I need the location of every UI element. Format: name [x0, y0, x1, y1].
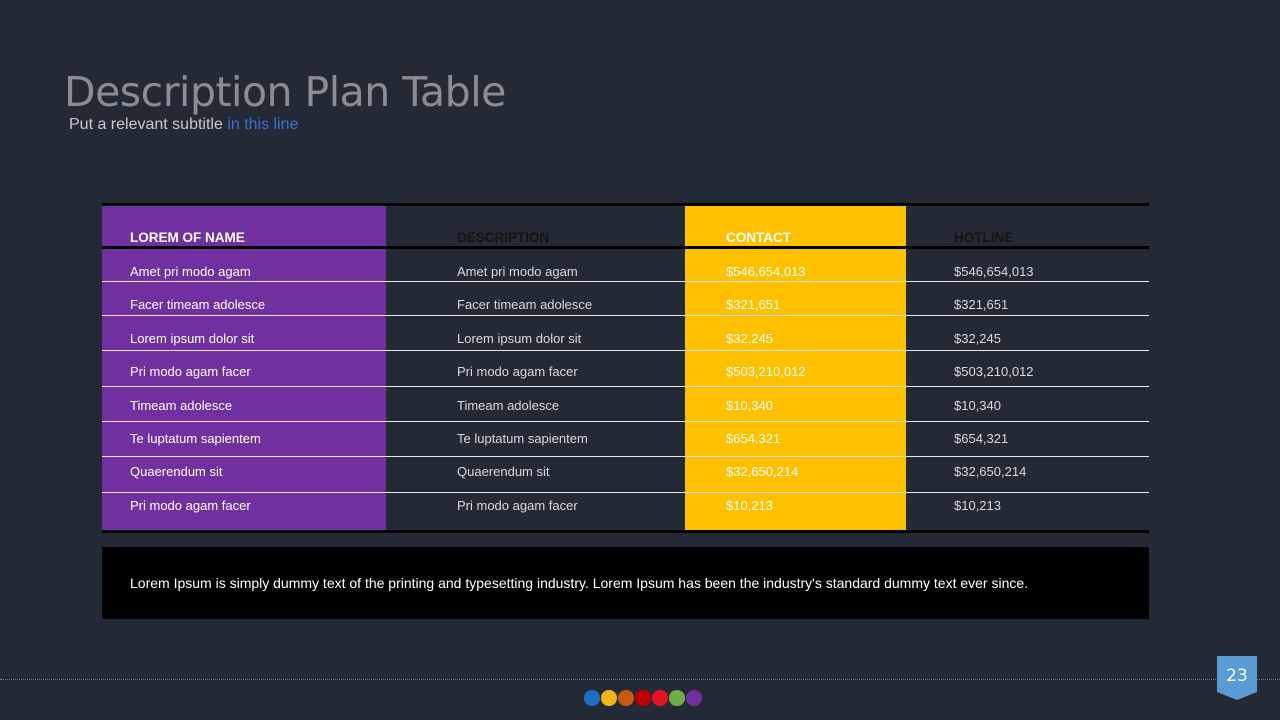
table-row-divider [102, 386, 1149, 387]
table-row-divider [102, 315, 1149, 316]
table-cell-name: Facer timeam adolesce [130, 297, 266, 312]
color-dot [686, 690, 702, 706]
table-cell-contact: $32,245 [726, 331, 773, 346]
table-cell-description: Facer timeam adolesce [457, 297, 593, 312]
table-cell-hotline: $10,340 [954, 398, 1001, 413]
table-cell-hotline: $32,650,214 [954, 464, 1027, 479]
table-cell-hotline: $321,651 [954, 297, 1009, 312]
table-cell-contact: $32,650,214 [726, 464, 799, 479]
slide-title: Description Plan Table [64, 68, 506, 116]
table-cell-name: Amet pri modo agam [130, 264, 251, 279]
color-dots [584, 690, 702, 706]
table-cell-hotline: $10,213 [954, 498, 1001, 513]
color-dot [601, 690, 617, 706]
table-cell-hotline: $546,654,013 [954, 264, 1034, 279]
note-box: Lorem Ipsum is simply dummy text of the … [102, 547, 1149, 619]
color-dot [584, 690, 600, 706]
page-number-badge: 23 [1217, 656, 1257, 700]
table-cell-contact: $546,654,013 [726, 264, 806, 279]
table-cell-contact: $503,210,012 [726, 364, 806, 379]
page-number: 23 [1226, 666, 1248, 686]
table-cell-description: Timeam adolesce [457, 398, 560, 413]
subtitle-accent-text: in this line [227, 116, 299, 133]
table-cell-name: Pri modo agam facer [130, 364, 251, 379]
name-column-background [102, 205, 386, 532]
table-cell-description: Pri modo agam facer [457, 498, 578, 513]
header-description: DESCRIPTION [457, 230, 550, 245]
color-dot [635, 690, 651, 706]
header-lorem-of-name: LOREM OF NAME [130, 230, 245, 245]
badge-shape-icon [1217, 656, 1257, 700]
table-header-rule [102, 246, 1149, 249]
table-cell-description: Lorem ipsum dolor sit [457, 331, 582, 346]
color-dot [669, 690, 685, 706]
table-cell-description: Te luptatum sapientem [457, 431, 588, 446]
table-bottom-rule [102, 530, 1149, 533]
table-cell-description: Quaerendum sit [457, 464, 550, 479]
color-dot [652, 690, 668, 706]
note-text: Lorem Ipsum is simply dummy text of the … [130, 575, 1029, 591]
contact-column-background [685, 205, 906, 532]
subtitle-text: Put a relevant subtitle [69, 116, 228, 133]
table-cell-hotline: $503,210,012 [954, 364, 1034, 379]
table-row-divider [102, 456, 1149, 457]
table-cell-hotline: $654,321 [954, 431, 1009, 446]
table-cell-contact: $321,651 [726, 297, 781, 312]
table-row-divider [102, 350, 1149, 351]
table-row-divider [102, 492, 1149, 493]
table-row-divider [102, 421, 1149, 422]
slide-subtitle: Put a relevant subtitle in this line [69, 116, 298, 134]
table-top-rule [102, 203, 1149, 206]
color-dot [618, 690, 634, 706]
table-cell-name: Lorem ipsum dolor sit [130, 331, 255, 346]
footer-divider [0, 679, 1280, 680]
table-cell-hotline: $32,245 [954, 331, 1001, 346]
table-cell-contact: $10,213 [726, 498, 773, 513]
table-cell-contact: $10,340 [726, 398, 773, 413]
header-contact: CONTACT [726, 230, 791, 245]
table-cell-name: Quaerendum sit [130, 464, 223, 479]
table-cell-name: Te luptatum sapientem [130, 431, 261, 446]
table-cell-name: Timeam adolesce [130, 398, 233, 413]
table-row-divider [102, 281, 1149, 282]
plan-table: LOREM OF NAME DESCRIPTION CONTACT HOTLIN… [102, 203, 1149, 533]
table-cell-name: Pri modo agam facer [130, 498, 251, 513]
table-cell-description: Amet pri modo agam [457, 264, 578, 279]
table-cell-contact: $654,321 [726, 431, 781, 446]
header-hotline: HOTLINE [954, 230, 1014, 245]
table-cell-description: Pri modo agam facer [457, 364, 578, 379]
